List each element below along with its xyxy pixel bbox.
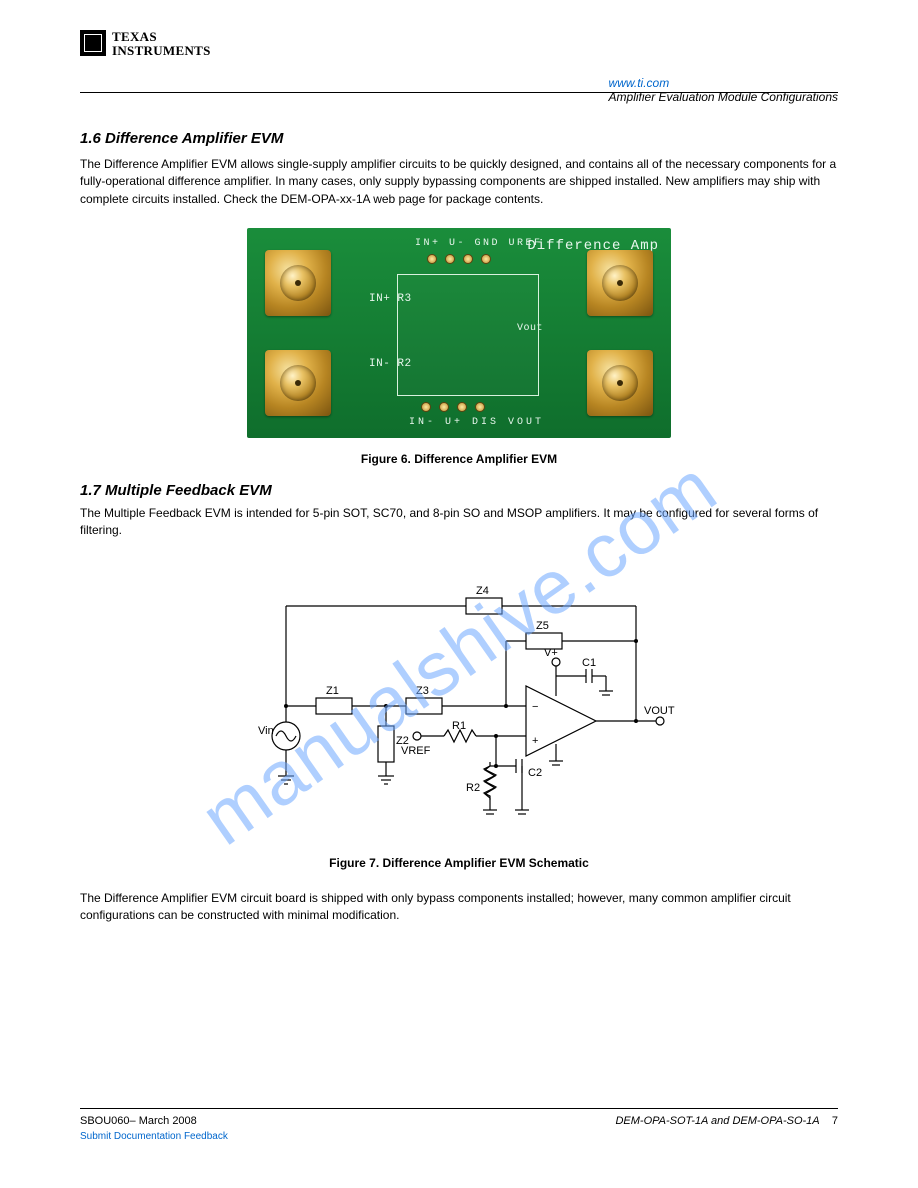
lbl-r2: R2 xyxy=(466,782,480,794)
pin xyxy=(427,254,437,264)
pin xyxy=(445,254,455,264)
svg-text:−: − xyxy=(532,701,538,713)
figure-7-caption: Figure 7. Difference Amplifier EVM Schem… xyxy=(0,856,918,870)
lbl-vin: Vin xyxy=(258,725,274,737)
pin xyxy=(475,402,485,412)
ti-chip-icon xyxy=(80,30,106,56)
section-1-6-title: 1.6 Difference Amplifier EVM xyxy=(80,130,283,147)
section-1-7: 1.7 Multiple Feedback EVM xyxy=(80,480,838,502)
lbl-c1: C1 xyxy=(582,657,596,669)
pin xyxy=(439,402,449,412)
ti-wordmark: TEXAS INSTRUMENTS xyxy=(112,30,211,57)
lbl-vref: VREF xyxy=(401,745,431,757)
brand-line2: INSTRUMENTS xyxy=(112,44,211,58)
sma-connector xyxy=(265,350,331,416)
ti-logo: TEXAS INSTRUMENTS xyxy=(80,30,211,57)
sma-connector xyxy=(265,250,331,316)
sma-connector xyxy=(587,350,653,416)
section-1-7-title: 1.7 Multiple Feedback EVM xyxy=(80,482,272,499)
lbl-z4: Z4 xyxy=(476,585,489,597)
sma-connector xyxy=(587,250,653,316)
footer-feedback-link[interactable]: Submit Documentation Feedback xyxy=(80,1131,228,1142)
footer-page: 7 xyxy=(832,1115,838,1127)
lbl-z1: Z1 xyxy=(326,685,339,697)
lbl/vout: VOUT xyxy=(644,705,675,717)
figure-6-caption: Figure 6. Difference Amplifier EVM xyxy=(0,452,918,466)
brand-line1: TEXAS xyxy=(112,30,211,44)
pcb-silkscreen-box xyxy=(397,274,539,396)
paragraph-3: The Difference Amplifier EVM circuit boa… xyxy=(80,890,838,925)
pcb-bottom-labels: IN- U+ DIS VOUT xyxy=(409,417,544,428)
pin xyxy=(463,254,473,264)
lbl-z5: Z5 xyxy=(536,620,549,632)
footer-doc-id: SBOU060– March 2008 xyxy=(80,1115,197,1127)
pin-row-top xyxy=(427,254,491,264)
header-rule xyxy=(80,92,838,93)
schematic: Vin Z1 Z2 Z3 Z4 Z5 R1 R2 C1 C2 VREF V+ V… xyxy=(246,566,676,846)
lbl-c2: C2 xyxy=(528,767,542,779)
lbl-r1: R1 xyxy=(452,720,466,732)
pcb-top-labels: IN+ U- GND UREF xyxy=(415,238,543,249)
header-url[interactable]: www.ti.com xyxy=(609,76,670,90)
footer-title: DEM-OPA-SOT-1A and DEM-OPA-SO-1A xyxy=(615,1115,819,1127)
paragraph-1: The Difference Amplifier EVM allows sing… xyxy=(80,156,838,208)
pin xyxy=(481,254,491,264)
header-right: www.ti.com Amplifier Evaluation Module C… xyxy=(609,76,838,104)
footer: SBOU060– March 2008 DEM-OPA-SOT-1A and D… xyxy=(80,1108,838,1142)
svg-text:+: + xyxy=(532,735,538,747)
lbl-vplus: V+ xyxy=(544,647,558,659)
pin xyxy=(421,402,431,412)
lbl-z3: Z3 xyxy=(416,685,429,697)
pcb-board: IN+ U- GND UREF Difference Amp IN- U+ DI… xyxy=(247,228,671,438)
footer-rule xyxy=(80,1108,838,1109)
paragraph-2: The Multiple Feedback EVM is intended fo… xyxy=(80,505,838,540)
pin-row-bottom xyxy=(421,402,485,412)
pin xyxy=(457,402,467,412)
